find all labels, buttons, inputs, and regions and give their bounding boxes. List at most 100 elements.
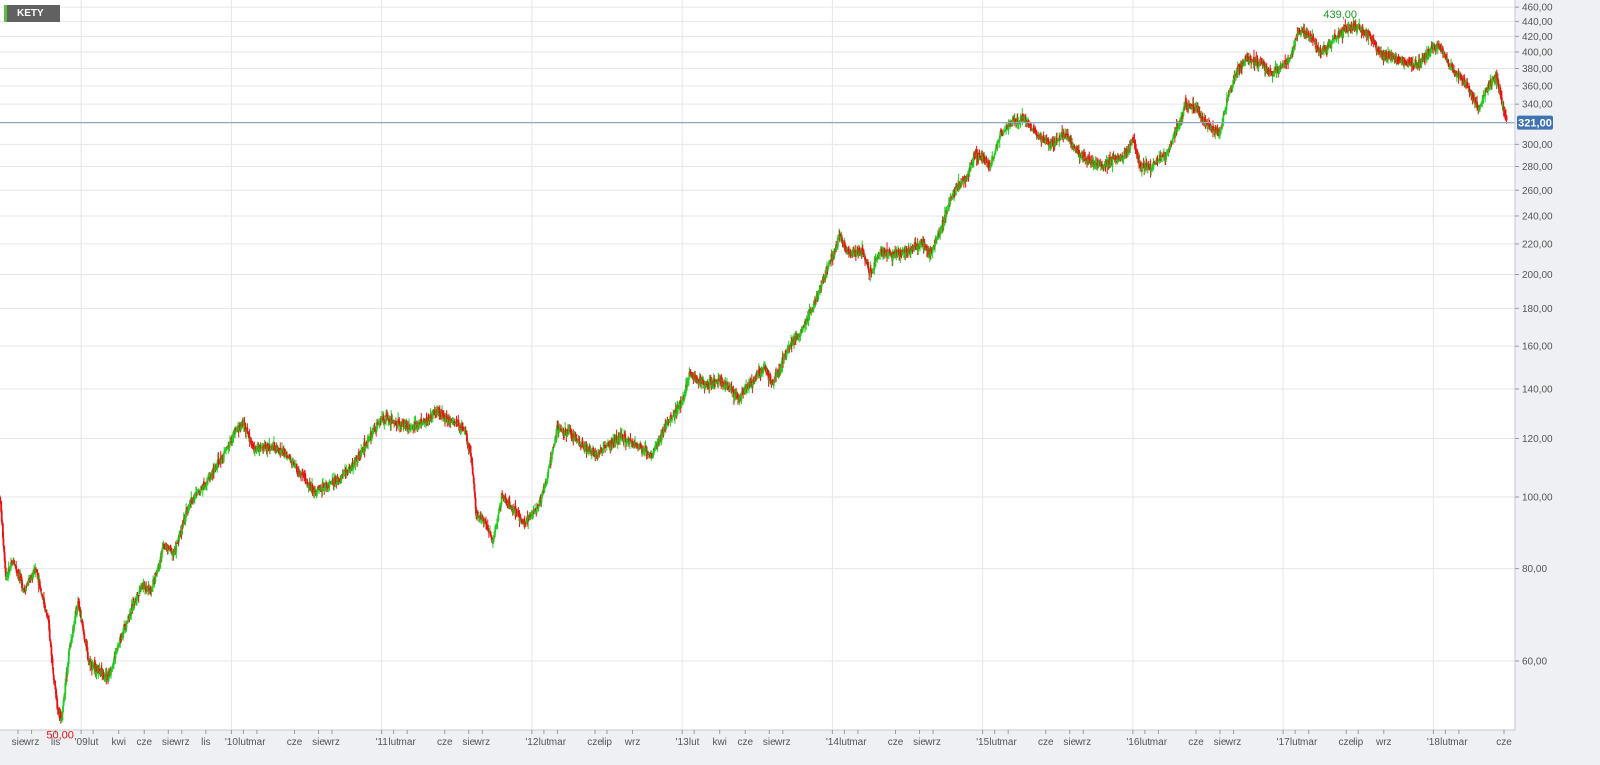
candle-body xyxy=(716,382,719,384)
candle-body xyxy=(1216,130,1218,133)
candle-body xyxy=(845,249,848,251)
candle-body xyxy=(1219,131,1222,134)
candle-body xyxy=(938,232,940,236)
candle-body xyxy=(764,365,767,368)
candle-body xyxy=(257,447,260,449)
candle-body xyxy=(513,509,516,511)
candle-body xyxy=(429,417,431,421)
candle-body xyxy=(160,553,163,559)
candle-body xyxy=(1345,28,1348,31)
candle-body xyxy=(85,643,88,648)
candle-body xyxy=(192,496,195,503)
candle-body xyxy=(1172,137,1174,139)
candle-body xyxy=(494,526,497,528)
candle-body xyxy=(876,256,879,259)
candle-body xyxy=(986,162,988,164)
candle-body xyxy=(905,248,908,253)
candle-body xyxy=(111,669,114,672)
candle-body xyxy=(1161,155,1164,157)
candle-body xyxy=(347,471,350,473)
candle-body xyxy=(992,158,995,160)
candle-body xyxy=(48,628,51,639)
candle-body xyxy=(216,462,219,469)
candle-body xyxy=(799,333,802,337)
candle-body xyxy=(96,666,98,672)
candle-body xyxy=(947,209,950,211)
candle-body xyxy=(1103,164,1106,168)
candle-body xyxy=(0,510,3,522)
candle-body xyxy=(900,250,902,256)
candle-body xyxy=(894,250,897,254)
candle-body xyxy=(771,382,773,385)
candle-body xyxy=(537,505,540,509)
candle-body xyxy=(458,426,461,430)
candle-body xyxy=(578,441,581,445)
candle-body xyxy=(656,441,659,445)
candle-body xyxy=(538,500,541,505)
candle-body xyxy=(83,633,86,640)
candle-body xyxy=(706,385,709,387)
candle-body xyxy=(187,508,190,513)
candle-body xyxy=(444,417,447,421)
candle-body xyxy=(296,466,298,472)
candle-body xyxy=(319,488,322,490)
candle-body xyxy=(1042,135,1045,140)
candle-body xyxy=(995,145,998,150)
candle-body xyxy=(644,449,646,451)
candle-body xyxy=(1396,60,1399,62)
candle-body xyxy=(769,380,772,383)
candle-body xyxy=(701,379,704,384)
candle-body xyxy=(71,629,74,637)
candle-body xyxy=(848,250,850,255)
candle-body xyxy=(915,245,918,247)
candle-body xyxy=(1106,163,1109,168)
candle-body xyxy=(893,254,895,256)
candle-body xyxy=(200,486,203,488)
candle-body xyxy=(50,646,53,656)
candle-body xyxy=(1369,34,1372,36)
candle-body xyxy=(168,549,171,551)
candle-body xyxy=(621,434,624,436)
candle-body xyxy=(708,380,711,389)
candle-body xyxy=(1145,163,1148,166)
candle-body xyxy=(627,437,630,443)
candle-body xyxy=(1079,155,1081,159)
candle-body xyxy=(456,421,459,425)
candle-body xyxy=(871,270,874,272)
candle-body xyxy=(943,222,946,224)
candle-body xyxy=(179,532,182,534)
candle-body xyxy=(170,548,173,554)
candle-body xyxy=(400,425,402,427)
candle-body xyxy=(381,416,383,418)
candle-body xyxy=(70,639,73,642)
candle-body xyxy=(614,441,617,444)
candle-body xyxy=(136,594,138,599)
candle-body xyxy=(482,517,485,524)
candle-body xyxy=(1046,140,1049,142)
candle-body xyxy=(770,383,773,385)
candle-body xyxy=(107,673,110,681)
candle-body xyxy=(531,513,534,515)
candle-body xyxy=(1159,156,1162,161)
candle-body xyxy=(438,408,441,414)
candle-body xyxy=(1312,38,1315,40)
candle-body xyxy=(1374,42,1377,44)
candle-body xyxy=(965,177,968,182)
candle-body xyxy=(122,628,125,632)
candle-body xyxy=(1331,42,1333,44)
candle-body xyxy=(1080,153,1083,159)
candle-body xyxy=(1294,38,1297,40)
candle-body xyxy=(434,409,437,416)
candle-body xyxy=(39,586,42,588)
candle-body xyxy=(501,495,504,499)
candle-body xyxy=(939,230,942,232)
candle-body xyxy=(9,567,12,569)
candle-body xyxy=(56,698,59,709)
candle-body xyxy=(470,456,473,460)
candle-body xyxy=(326,486,329,488)
candle-body xyxy=(255,446,257,451)
candle-body xyxy=(1364,31,1367,33)
candle-body xyxy=(615,436,618,441)
candle-body xyxy=(403,419,405,427)
